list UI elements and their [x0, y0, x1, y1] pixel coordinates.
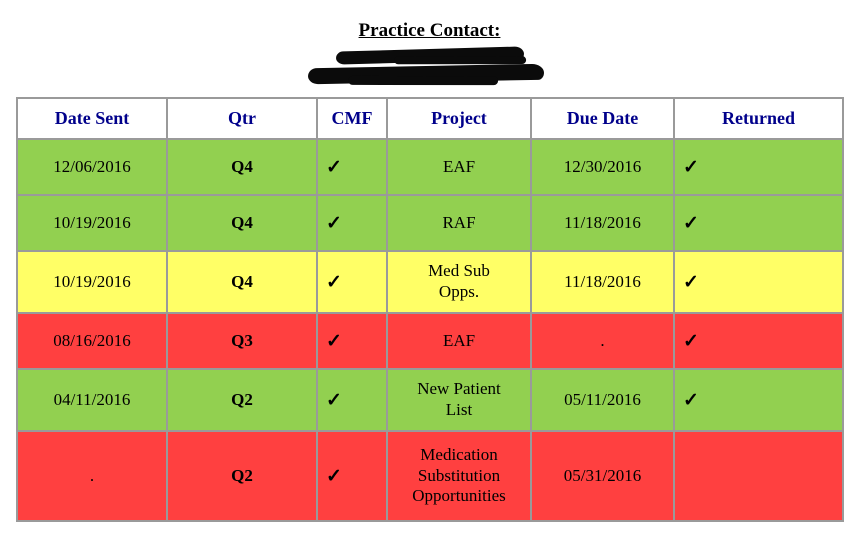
table-row: 12/06/2016 Q4 ✓ EAF 12/30/2016 ✓ [16, 138, 844, 196]
date-sent-cell: . [16, 430, 168, 522]
qtr-cell: Q4 [166, 138, 318, 196]
date-sent-cell: 08/16/2016 [16, 312, 168, 370]
due-date-cell: 05/31/2016 [530, 430, 675, 522]
qtr-cell: Q4 [166, 194, 318, 252]
cmf-check-cell: ✓ [316, 194, 388, 252]
due-date-cell: 11/18/2016 [530, 250, 675, 314]
date-sent-cell: 12/06/2016 [16, 138, 168, 196]
due-date-cell: . [530, 312, 675, 370]
returned-check-cell: ✓ [673, 138, 844, 196]
column-header-qtr: Qtr [166, 97, 318, 140]
redacted-contact-email [307, 63, 545, 85]
cmf-check-cell: ✓ [316, 368, 388, 432]
cmf-check-cell: ✓ [316, 250, 388, 314]
column-header-cmf: CMF [316, 97, 388, 140]
due-date-cell: 05/11/2016 [530, 368, 675, 432]
redacted-contact-name [335, 46, 525, 65]
returned-check-cell: ✓ [673, 194, 844, 252]
project-cell: EAF [386, 312, 532, 370]
table-row: 10/19/2016 Q4 ✓ Med Sub Opps. 11/18/2016… [16, 250, 844, 314]
returned-check-cell [673, 430, 844, 522]
cmf-check-cell: ✓ [316, 430, 388, 522]
project-cell: Medication Substitution Opportunities [386, 430, 532, 522]
project-status-table: Date Sent Qtr CMF Project Due Date Retur… [16, 97, 844, 522]
qtr-cell: Q3 [166, 312, 318, 370]
table-header-row: Date Sent Qtr CMF Project Due Date Retur… [16, 97, 844, 140]
column-header-project: Project [386, 97, 532, 140]
project-cell: EAF [386, 138, 532, 196]
date-sent-cell: 04/11/2016 [16, 368, 168, 432]
table-row: 08/16/2016 Q3 ✓ EAF . ✓ [16, 312, 844, 370]
column-header-due-date: Due Date [530, 97, 675, 140]
column-header-date-sent: Date Sent [16, 97, 168, 140]
page-title: Practice Contact: [358, 20, 501, 41]
project-cell: RAF [386, 194, 532, 252]
due-date-cell: 11/18/2016 [530, 194, 675, 252]
qtr-cell: Q2 [166, 368, 318, 432]
qtr-cell: Q4 [166, 250, 318, 314]
column-header-returned: Returned [673, 97, 844, 140]
returned-check-cell: ✓ [673, 250, 844, 314]
date-sent-cell: 10/19/2016 [16, 194, 168, 252]
table-row: 04/11/2016 Q2 ✓ New Patient List 05/11/2… [16, 368, 844, 432]
table-row: . Q2 ✓ Medication Substitution Opportuni… [16, 430, 844, 522]
table-row: 10/19/2016 Q4 ✓ RAF 11/18/2016 ✓ [16, 194, 844, 252]
returned-check-cell: ✓ [673, 368, 844, 432]
project-cell: New Patient List [386, 368, 532, 432]
returned-check-cell: ✓ [673, 312, 844, 370]
project-cell: Med Sub Opps. [386, 250, 532, 314]
cmf-check-cell: ✓ [316, 138, 388, 196]
qtr-cell: Q2 [166, 430, 318, 522]
cmf-check-cell: ✓ [316, 312, 388, 370]
date-sent-cell: 10/19/2016 [16, 250, 168, 314]
due-date-cell: 12/30/2016 [530, 138, 675, 196]
